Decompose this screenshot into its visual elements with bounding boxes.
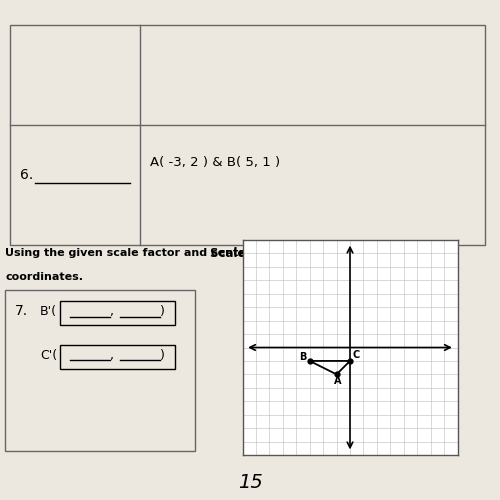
Bar bbox=[10, 25, 485, 245]
Text: 6.: 6. bbox=[20, 168, 33, 182]
Text: 15: 15 bbox=[238, 472, 262, 492]
Text: coordinates.: coordinates. bbox=[5, 272, 83, 282]
Text: B'(: B'( bbox=[40, 304, 57, 318]
Text: C'(: C'( bbox=[40, 348, 57, 362]
Text: 7.: 7. bbox=[15, 304, 28, 318]
Text: ,: , bbox=[110, 348, 114, 362]
Text: A( -3, 2 ) & B( 5, 1 ): A( -3, 2 ) & B( 5, 1 ) bbox=[150, 156, 280, 169]
Text: C: C bbox=[352, 350, 360, 360]
Text: ): ) bbox=[160, 348, 165, 362]
Text: ,: , bbox=[110, 304, 114, 318]
Text: B: B bbox=[299, 352, 306, 362]
Text: ): ) bbox=[160, 304, 165, 318]
Text: Scale Factor:  3; Center: ‘A’: Scale Factor: 3; Center: ‘A’ bbox=[210, 248, 391, 260]
Text: A: A bbox=[334, 376, 342, 386]
Bar bbox=[5, 290, 195, 451]
Text: Using the given scale factor and center, dilate the following figures: Using the given scale factor and center,… bbox=[5, 248, 427, 258]
